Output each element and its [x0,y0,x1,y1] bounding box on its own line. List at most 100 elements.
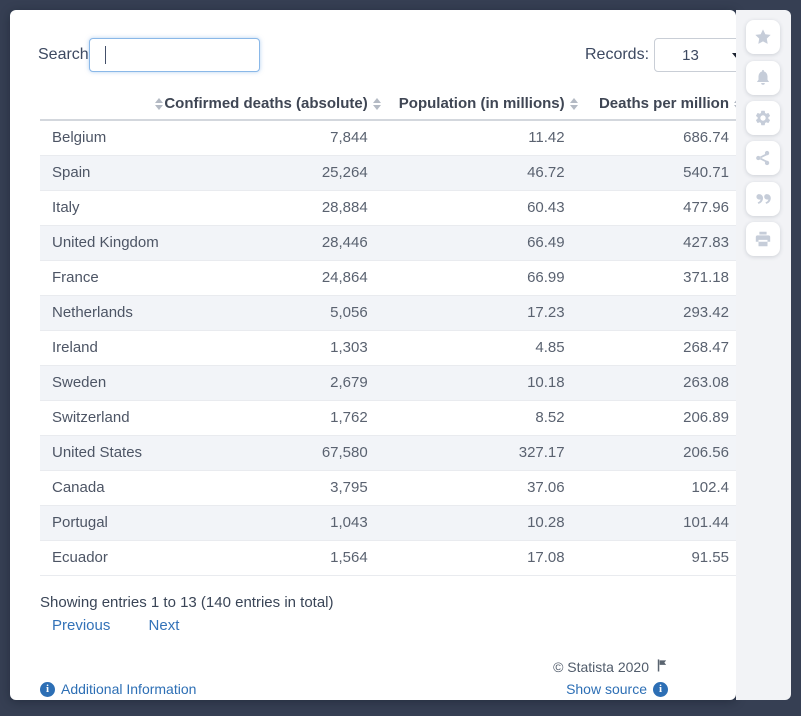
text-cursor [105,46,106,64]
cell-value: 4.85 [535,339,565,356]
table-row: Portugal 1,043 10.28 101.44 [40,505,743,540]
cell-country: Ecuador [52,549,108,566]
data-table: Confirmed deaths (absolute) Population (i… [40,88,743,576]
cell-value: 67,580 [321,444,368,461]
show-source-label: Show source [566,681,647,697]
table-row: Netherlands 5,056 17.23 293.42 [40,295,743,330]
cell-country: United States [52,444,143,461]
copyright-notice: © Statista 2020 [553,658,668,675]
cell-country: United Kingdom [52,234,159,251]
share-icon [756,150,770,166]
share-button[interactable] [746,141,780,175]
cell-country: Belgium [52,129,107,147]
sort-icon [569,98,579,111]
table-body: Belgium 7,844 11.42 686.74 Spain 25,264 46.72 5… [40,120,743,575]
previous-button[interactable]: Previous [52,617,111,634]
search-input[interactable] [89,38,260,72]
records-selected-value: 13 [682,46,699,64]
cell-value: 11.42 [528,129,565,147]
cite-button[interactable] [746,182,780,216]
print-icon [755,231,771,247]
table-row: Italy 28,884 60.43 477.96 [40,190,743,225]
records-label: Records: [585,46,650,63]
cell-value: 10.28 [527,514,565,531]
cell-value: 2,679 [330,374,368,391]
print-button[interactable] [746,222,780,256]
star-icon [755,29,771,44]
cell-value: 37.06 [527,479,565,496]
cell-value: 46.72 [527,164,565,181]
entries-summary: Showing entries 1 to 13 (140 entries in … [40,594,334,611]
column-header-label: Deaths per million [598,95,729,112]
cell-country: Netherlands [52,304,133,321]
cell-value: 371.18 [683,269,729,286]
table-row: France 24,864 66.99 371.18 [40,260,743,295]
content-card: Search: Records: 13 Confirmed deaths (ab… [10,10,753,700]
additional-information-link[interactable]: i Additional Information [40,681,196,697]
cell-value: 25,264 [321,164,368,181]
cell-value: 5,056 [330,304,368,321]
column-header[interactable]: Deaths per million [579,88,743,120]
cell-country: Italy [52,199,80,216]
cell-value: 102.4 [691,479,729,496]
cell-value: 327.17 [518,444,565,461]
cell-value: 477.96 [683,199,729,216]
gear-icon [755,110,771,126]
settings-button[interactable] [746,101,780,135]
column-header-label: Population (in millions) [398,95,565,112]
cell-value: 1,303 [330,339,368,356]
cell-value: 206.56 [683,444,729,461]
cell-value: 686.74 [683,129,729,147]
table-row: United Kingdom 28,446 66.49 427.83 [40,225,743,260]
cell-value: 24,864 [321,269,368,286]
cell-value: 263.08 [683,374,729,391]
cell-value: 28,446 [321,234,368,251]
show-source-link[interactable]: Show source i [566,681,668,697]
cell-value: 3,795 [330,479,368,496]
cell-country: Canada [52,479,105,496]
cell-country: Switzerland [52,409,130,426]
table-row: Sweden 2,679 10.18 263.08 [40,365,743,400]
cell-country: Sweden [52,374,107,391]
notifications-button[interactable] [746,61,780,95]
favorite-button[interactable] [746,20,780,54]
cell-value: 1,762 [330,409,368,426]
column-header[interactable] [40,88,164,120]
flag-icon[interactable] [655,658,668,675]
pagination-controls: Previous Next [52,617,213,634]
additional-information-label: Additional Information [61,681,197,697]
info-icon: i [40,681,55,697]
cell-value: 60.43 [527,199,565,216]
table-row: United States 67,580 327.17 206.56 [40,435,743,470]
cell-value: 427.83 [683,234,729,251]
cell-country: Spain [52,164,91,181]
table-row: Ireland 1,303 4.85 268.47 [40,330,743,365]
cell-value: 66.49 [527,234,565,251]
info-icon: i [653,681,668,697]
copyright-text: © Statista 2020 [553,658,649,675]
cell-value: 10.18 [527,374,565,391]
column-header[interactable]: Confirmed deaths (absolute) [164,88,381,120]
column-header[interactable]: Population (in millions) [382,88,579,120]
table-row: Switzerland 1,762 8.52 206.89 [40,400,743,435]
cell-value: 101.44 [683,514,729,531]
cell-value: 268.47 [683,339,729,356]
cell-value: 8.52 [535,409,565,426]
next-button[interactable]: Next [148,617,180,634]
cell-value: 28,884 [321,199,368,216]
cell-country: France [52,269,99,286]
cell-value: 17.23 [527,304,565,321]
cell-value: 540.71 [683,164,729,181]
quote-icon [756,194,771,204]
cell-value: 66.99 [527,269,565,286]
bell-icon [756,69,770,85]
cell-country: Portugal [52,514,108,531]
sort-icon [155,98,164,111]
sort-icon [372,98,382,111]
table-row: Canada 3,795 37.06 102.4 [40,470,743,505]
cell-value: 91.55 [691,549,729,566]
cell-country: Ireland [52,339,98,356]
cell-value: 293.42 [683,304,729,321]
table-row: Belgium 7,844 11.42 686.74 [40,120,743,155]
